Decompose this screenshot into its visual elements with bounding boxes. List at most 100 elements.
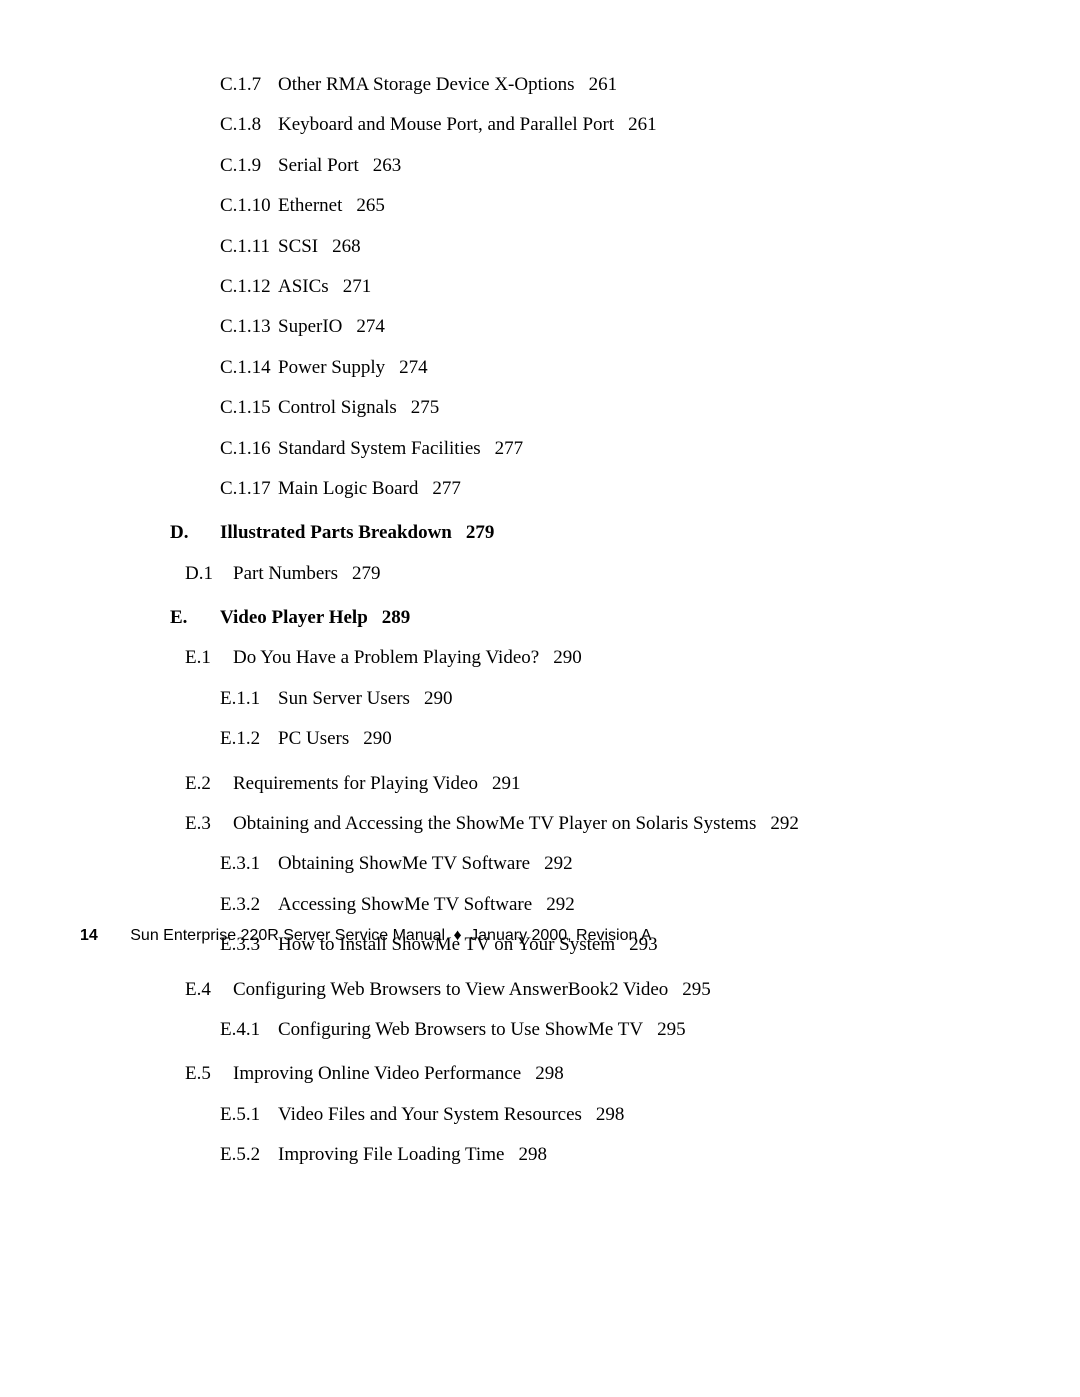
toc-entry-number: C.1.10 [220, 191, 278, 221]
toc-entry-number: C.1.14 [220, 353, 278, 383]
toc-entry-page: 291 [492, 769, 521, 799]
toc-entry-page: 290 [424, 684, 453, 714]
toc-entry: C.1.17Main Logic Board 277 [220, 474, 1000, 504]
toc-entry-title: SCSI [278, 232, 318, 262]
toc-entry-title: Requirements for Playing Video [233, 769, 478, 799]
toc-entry-title: Control Signals [278, 393, 397, 423]
toc-entry-title: Improving File Loading Time [278, 1140, 504, 1170]
toc-entry: E.3.1Obtaining ShowMe TV Software292 [220, 849, 1000, 879]
toc-entry-number: E.5.2 [220, 1140, 278, 1170]
toc-entry: C.1.15Control Signals275 [220, 393, 1000, 423]
toc-entry: E.5.2Improving File Loading Time 298 [220, 1140, 1000, 1170]
toc-appendix-letter: D. [170, 518, 220, 548]
toc-entry-number: E.1.1 [220, 684, 278, 714]
toc-entry: D.Illustrated Parts Breakdown 279 [170, 518, 1000, 548]
toc-entry-page: 298 [518, 1140, 547, 1170]
toc-entry: C.1.11SCSI 268 [220, 232, 1000, 262]
toc-entry-number: E.1.2 [220, 724, 278, 754]
page-footer: 14 Sun Enterprise 220R Server Service Ma… [80, 927, 652, 945]
toc-appendix-letter: E. [170, 603, 220, 633]
toc-entry: C.1.14Power Supply 274 [220, 353, 1000, 383]
toc-entry-page: 279 [466, 518, 495, 548]
toc-entry-title: Sun Server Users [278, 684, 410, 714]
toc-entry-title: Obtaining and Accessing the ShowMe TV Pl… [233, 809, 756, 839]
toc-entry-number: D.1 [185, 559, 233, 589]
toc-entry-page: 292 [546, 890, 575, 920]
toc-entry-page: 271 [343, 272, 372, 302]
toc-entry-title: Video Player Help [220, 603, 368, 633]
toc-entry: E.4Configuring Web Browsers to View Answ… [185, 975, 1000, 1005]
toc-entry-page: 295 [682, 975, 711, 1005]
toc-entry-page: 290 [363, 724, 392, 754]
toc-entry-title: SuperIO [278, 312, 342, 342]
toc-entry-number: C.1.12 [220, 272, 278, 302]
toc-entry-title: Video Files and Your System Resources [278, 1100, 582, 1130]
toc-entry: E.5Improving Online Video Performance 298 [185, 1059, 1000, 1089]
toc-entry-page: 274 [356, 312, 385, 342]
toc-entry-number: E.4 [185, 975, 233, 1005]
toc-entry-number: C.1.11 [220, 232, 278, 262]
toc-entry-page: 275 [411, 393, 440, 423]
toc-entry-page: 292 [770, 809, 799, 839]
footer-text-right: January 2000, Revision A [470, 927, 651, 944]
toc-entry-number: E.5 [185, 1059, 233, 1089]
toc-entry-number: E.3.2 [220, 890, 278, 920]
toc-entry-number: E.2 [185, 769, 233, 799]
toc-entry-number: E.5.1 [220, 1100, 278, 1130]
toc-entry-number: C.1.8 [220, 110, 278, 140]
footer-diamond-icon: ♦ [454, 927, 462, 944]
toc-entry-number: E.1 [185, 643, 233, 673]
toc-entry-title: Power Supply [278, 353, 385, 383]
toc-entry: D.1Part Numbers279 [185, 559, 1000, 589]
toc-entry-page: 268 [332, 232, 361, 262]
toc-entry-title: ASICs [278, 272, 329, 302]
toc-entry-page: 274 [399, 353, 428, 383]
footer-text-left: Sun Enterprise 220R Server Service Manua… [130, 927, 445, 944]
toc-entry-page: 298 [535, 1059, 564, 1089]
toc-entry-number: C.1.16 [220, 434, 278, 464]
toc-entry-page: 261 [628, 110, 657, 140]
toc-entry-title: Illustrated Parts Breakdown [220, 518, 452, 548]
toc-entry-title: Standard System Facilities [278, 434, 481, 464]
toc-entry: E.1.2PC Users 290 [220, 724, 1000, 754]
toc-entry: E.4.1Configuring Web Browsers to Use Sho… [220, 1015, 1000, 1045]
toc-entry-page: 295 [657, 1015, 686, 1045]
toc-entry: E.1Do You Have a Problem Playing Video?2… [185, 643, 1000, 673]
toc-entry: E.3.2Accessing ShowMe TV Software 292 [220, 890, 1000, 920]
toc-entry-title: Serial Port [278, 151, 359, 181]
toc-entry-number: C.1.17 [220, 474, 278, 504]
toc-entry: E.5.1Video Files and Your System Resourc… [220, 1100, 1000, 1130]
toc-entry-title: Accessing ShowMe TV Software [278, 890, 532, 920]
toc-entry: E.Video Player Help 289 [170, 603, 1000, 633]
toc-entry-title: Part Numbers [233, 559, 338, 589]
toc-entry-title: PC Users [278, 724, 349, 754]
toc-entry: C.1.10Ethernet265 [220, 191, 1000, 221]
toc-entry: E.3Obtaining and Accessing the ShowMe TV… [185, 809, 1000, 839]
toc-entry-page: 298 [596, 1100, 625, 1130]
toc-entry-page: 277 [495, 434, 524, 464]
table-of-contents: C.1.7Other RMA Storage Device X-Options 2… [80, 70, 1000, 1171]
toc-entry-page: 292 [544, 849, 573, 879]
toc-entry: E.1.1Sun Server Users 290 [220, 684, 1000, 714]
toc-entry: C.1.12ASICs 271 [220, 272, 1000, 302]
toc-entry-title: Improving Online Video Performance [233, 1059, 521, 1089]
toc-entry-title: Keyboard and Mouse Port, and Parallel Po… [278, 110, 614, 140]
toc-entry-number: E.3 [185, 809, 233, 839]
toc-entry: C.1.7Other RMA Storage Device X-Options 2… [220, 70, 1000, 100]
toc-entry-title: Main Logic Board [278, 474, 418, 504]
toc-entry-page: 289 [382, 603, 411, 633]
toc-entry-title: Other RMA Storage Device X-Options [278, 70, 575, 100]
toc-entry: C.1.9Serial Port263 [220, 151, 1000, 181]
page-container: C.1.7Other RMA Storage Device X-Options 2… [0, 0, 1080, 1397]
toc-entry-number: C.1.9 [220, 151, 278, 181]
toc-entry-number: C.1.13 [220, 312, 278, 342]
toc-entry-title: Configuring Web Browsers to View AnswerB… [233, 975, 668, 1005]
toc-entry-page: 277 [432, 474, 461, 504]
toc-entry-number: C.1.7 [220, 70, 278, 100]
toc-entry: C.1.8Keyboard and Mouse Port, and Parall… [220, 110, 1000, 140]
toc-entry-page: 261 [589, 70, 618, 100]
footer-page-number: 14 [80, 927, 98, 944]
toc-entry: C.1.13SuperIO 274 [220, 312, 1000, 342]
toc-entry: C.1.16Standard System Facilities 277 [220, 434, 1000, 464]
toc-entry-page: 265 [356, 191, 385, 221]
